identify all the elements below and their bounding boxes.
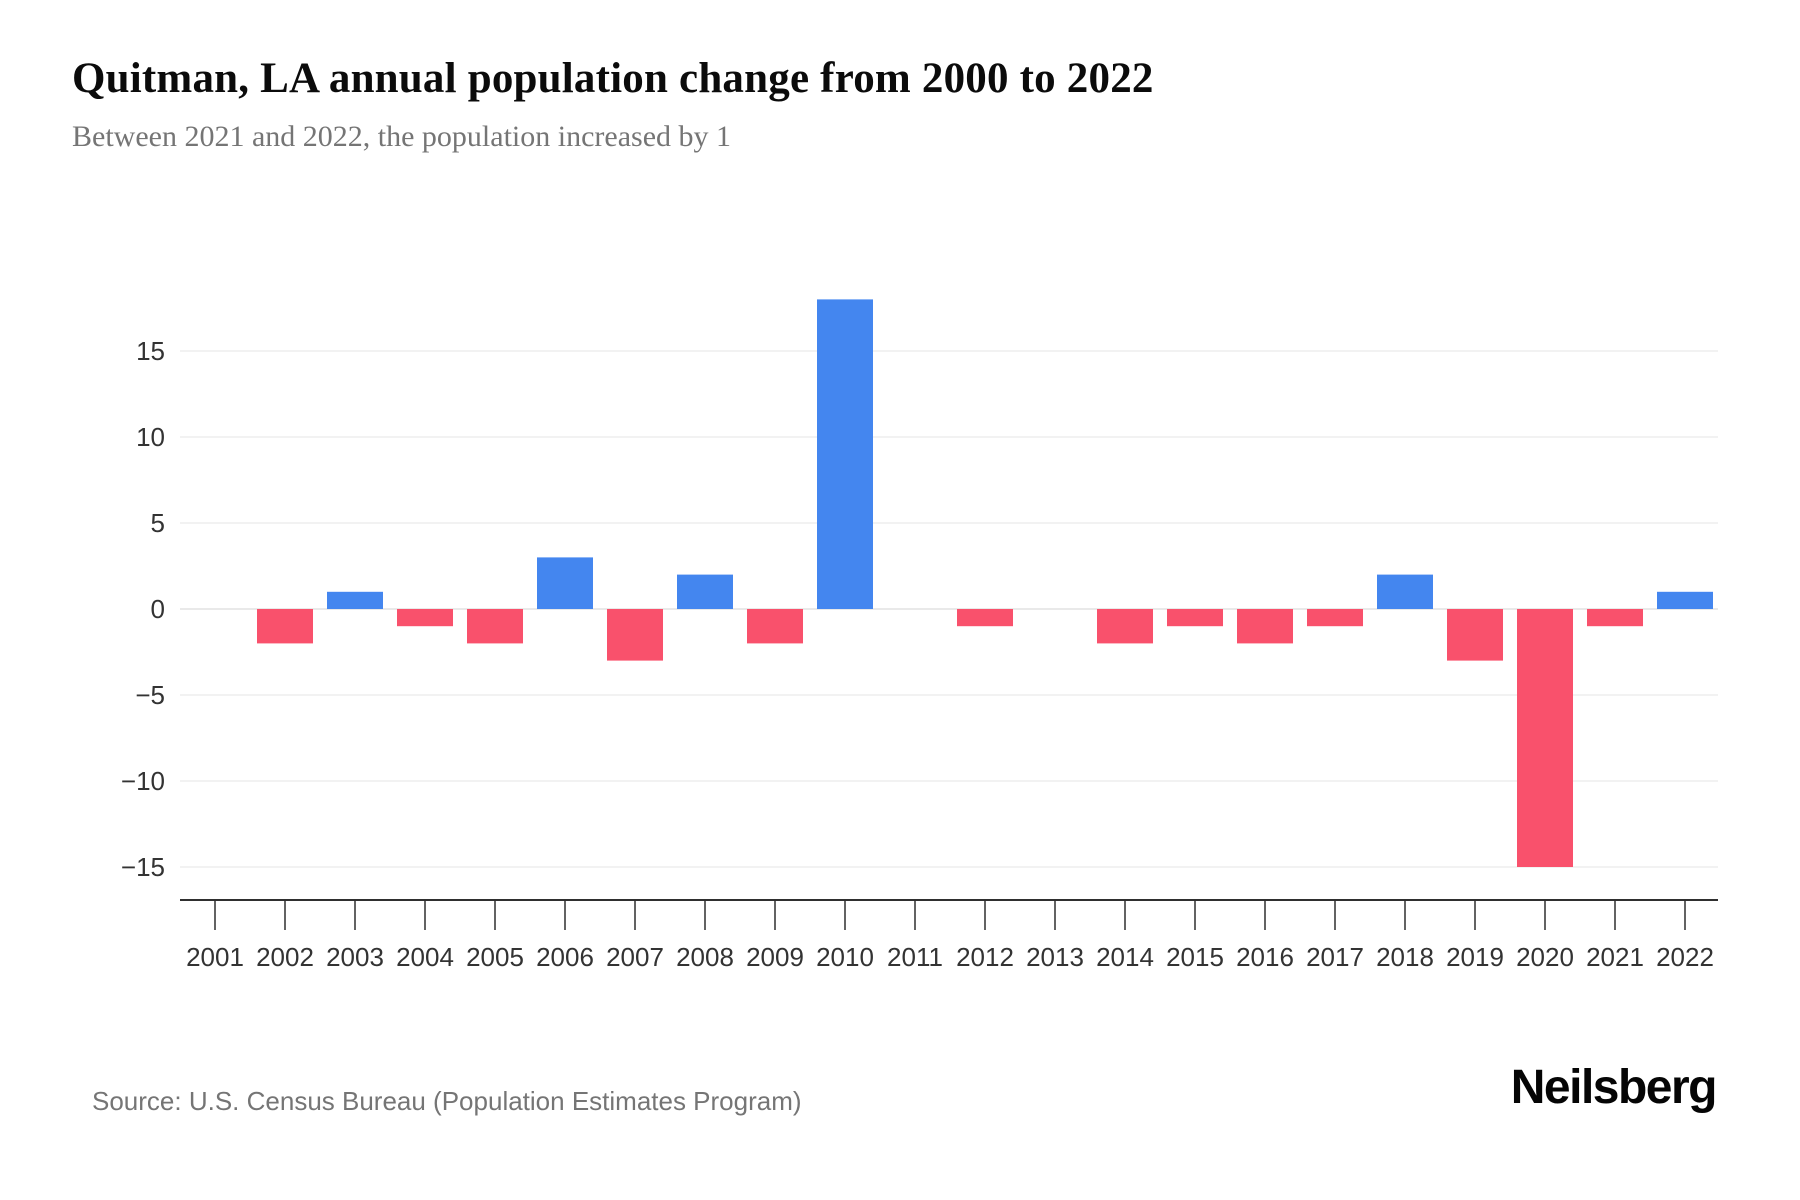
- y-axis-label--5: −5: [135, 680, 165, 710]
- x-axis-label-2006: 2006: [536, 942, 594, 972]
- x-axis-label-2004: 2004: [396, 942, 454, 972]
- x-axis-label-2012: 2012: [956, 942, 1014, 972]
- x-axis-label-2007: 2007: [606, 942, 664, 972]
- bar-2002: [257, 609, 313, 644]
- x-axis-label-2021: 2021: [1586, 942, 1644, 972]
- bar-2017: [1307, 609, 1363, 627]
- x-axis-label-2001: 2001: [186, 942, 244, 972]
- neilsberg-logo: Neilsberg: [1510, 1061, 1718, 1114]
- y-axis-label-0: 0: [151, 594, 165, 624]
- page-title: Quitman, LA annual population change fro…: [72, 55, 1154, 102]
- y-axis-label--15: −15: [121, 852, 165, 882]
- bar-2014: [1097, 609, 1153, 644]
- x-axis-label-2022: 2022: [1656, 942, 1714, 972]
- x-axis-label-2018: 2018: [1376, 942, 1434, 972]
- x-axis-label-2002: 2002: [256, 942, 314, 972]
- x-axis-label-2011: 2011: [887, 942, 943, 972]
- bar-2018: [1377, 574, 1433, 609]
- x-axis-label-2014: 2014: [1096, 942, 1154, 972]
- bar-2009: [747, 609, 803, 644]
- y-axis-label-10: 10: [136, 422, 165, 452]
- source-attribution: Source: U.S. Census Bureau (Population E…: [92, 1086, 802, 1116]
- bar-2003: [327, 591, 383, 609]
- bar-2008: [677, 574, 733, 609]
- bar-2022: [1657, 591, 1713, 609]
- bar-2012: [957, 609, 1013, 627]
- bar-2020: [1517, 609, 1573, 867]
- x-axis-label-2017: 2017: [1306, 942, 1364, 972]
- x-axis-label-2016: 2016: [1236, 942, 1294, 972]
- x-axis-label-2003: 2003: [326, 942, 384, 972]
- x-axis-label-2009: 2009: [746, 942, 804, 972]
- bar-2005: [467, 609, 523, 644]
- x-axis-label-2010: 2010: [816, 942, 874, 972]
- x-axis-label-2005: 2005: [466, 942, 524, 972]
- y-axis-label--10: −10: [121, 766, 165, 796]
- bar-2019: [1447, 609, 1503, 661]
- x-axis-label-2020: 2020: [1516, 942, 1574, 972]
- x-axis-label-2013: 2013: [1026, 942, 1084, 972]
- bar-2021: [1587, 609, 1643, 627]
- y-axis-label-5: 5: [151, 508, 165, 538]
- x-axis-label-2015: 2015: [1166, 942, 1224, 972]
- bar-2015: [1167, 609, 1223, 627]
- bar-2006: [537, 557, 593, 609]
- bar-2010: [817, 299, 873, 609]
- bar-2007: [607, 609, 663, 661]
- x-axis-label-2019: 2019: [1446, 942, 1504, 972]
- bar-2016: [1237, 609, 1293, 644]
- x-axis-label-2008: 2008: [676, 942, 734, 972]
- bar-2004: [397, 609, 453, 627]
- y-axis-label-15: 15: [136, 336, 165, 366]
- page-subtitle: Between 2021 and 2022, the population in…: [72, 120, 732, 153]
